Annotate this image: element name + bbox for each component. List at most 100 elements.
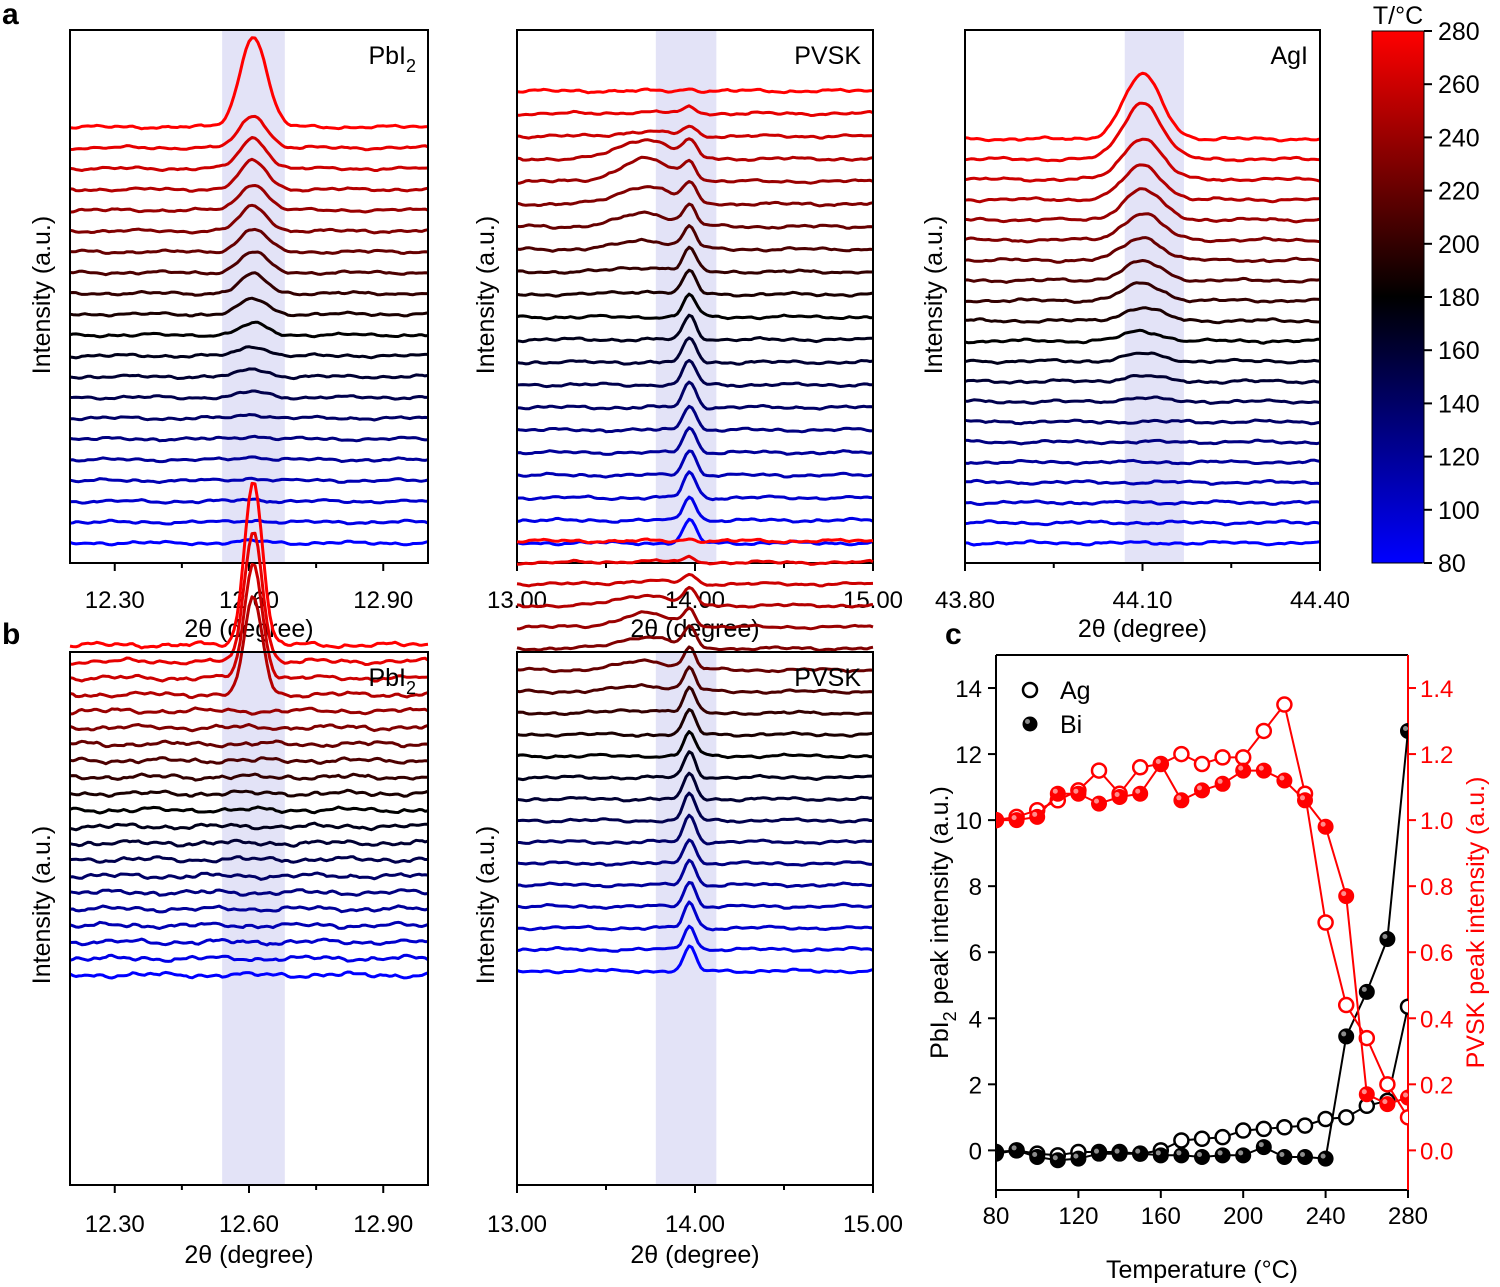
data-point-Ag-PVSK (1317, 914, 1334, 931)
xrd-trace-210C (69, 250, 429, 277)
y-left-label-subscript: 2 (940, 1011, 960, 1021)
xrd-trace-200C (516, 245, 873, 275)
data-point-highlight (1094, 1148, 1099, 1154)
data-point-Bi-PVSK (1235, 762, 1252, 779)
xrd-trace-270C (964, 101, 1321, 163)
data-point-highlight (1114, 1148, 1120, 1154)
xrd-trace-90C (69, 953, 429, 963)
xrd-trace-220C (516, 645, 874, 674)
data-point-Bi-PVSK (1070, 785, 1087, 802)
data-point-highlight (1135, 788, 1141, 794)
colorbar-tick-label: 180 (1438, 284, 1480, 312)
data-point-highlight (1217, 778, 1223, 784)
data-point-highlight (1382, 934, 1388, 940)
x-axis-label: 2θ (degree) (630, 1241, 759, 1269)
xrd-trace-130C (516, 404, 874, 434)
data-point-highlight (1032, 811, 1038, 817)
data-point-Bi-PVSK (1194, 782, 1210, 799)
phase-label: PVSK (794, 42, 861, 70)
data-point-Bi-PbI2 (1111, 1145, 1128, 1162)
xrd-trace-120C (516, 858, 874, 889)
data-point-Ag-PbI2 (1193, 1130, 1211, 1148)
data-point-Bi-PbI2 (1235, 1147, 1252, 1164)
data-point-highlight (1258, 765, 1264, 771)
peak-highlight-band (655, 652, 717, 1185)
xrd-trace-220C (516, 202, 874, 230)
x-tick-label: 14.00 (665, 1211, 725, 1238)
data-point-Ag-PVSK (1358, 1029, 1376, 1047)
colorbar-tick-label: 80 (1438, 550, 1466, 578)
data-point-Bi-PVSK (1111, 789, 1128, 806)
data-point-highlight (1238, 765, 1244, 771)
xrd-trace-100C (516, 470, 874, 502)
xrd-trace-90C (69, 518, 429, 526)
xrd-trace-110C (69, 476, 429, 484)
peak-highlight-band (222, 30, 285, 563)
x-tick-label: 12.90 (353, 587, 413, 614)
data-point-Bi-PbI2 (1132, 1145, 1149, 1162)
y-right-tick-label: 0.8 (1420, 874, 1453, 901)
xrd-trace-230C (69, 723, 429, 733)
data-point-Bi-PVSK (1091, 795, 1107, 812)
legend-marker-Bi (1022, 716, 1038, 732)
phase-label-main: PbI (368, 664, 406, 692)
data-point-Bi-PbI2 (1008, 1142, 1025, 1159)
xrd-trace-230C (516, 180, 874, 208)
data-point-Ag-PVSK (1090, 762, 1108, 779)
xrd-trace-230C (69, 203, 429, 235)
data-point-Ag-PVSK (1214, 749, 1231, 766)
data-point-highlight (1176, 795, 1182, 801)
xrd-trace-140C (69, 871, 429, 881)
x-axis-label: Temperature (°C) (1106, 1256, 1298, 1284)
x-tick-label: 240 (1306, 1203, 1346, 1230)
xrd-trace-200C (964, 281, 1321, 304)
panel-label-a: a (2, 0, 19, 31)
xrd-trace-210C (516, 665, 874, 696)
y-left-tick-label: 8 (969, 874, 982, 901)
data-point-Bi-PbI2 (1070, 1150, 1087, 1167)
y-left-label-rest: peak intensity (a.u.) (926, 786, 954, 1011)
data-point-Ag-PbI2 (1234, 1122, 1252, 1139)
xrd-trace-210C (69, 756, 429, 766)
colorbar-bar (1372, 31, 1424, 563)
xrd-trace-280C (69, 36, 429, 131)
xrd-trace-90C (964, 519, 1321, 527)
colorbar-tick-label: 260 (1438, 71, 1480, 99)
data-point-Bi-PbI2 (1214, 1147, 1231, 1164)
data-point-Bi-PbI2 (1276, 1148, 1293, 1165)
xrd-trace-270C (69, 114, 429, 152)
xrd-trace-160C (69, 838, 429, 848)
xrd-trace-190C (965, 306, 1321, 325)
x-tick-label: 15.00 (843, 1211, 903, 1238)
data-point-Ag-PVSK (1173, 745, 1190, 763)
xrd-trace-90C (516, 924, 874, 953)
phase-label: AgI (1270, 42, 1308, 70)
data-point-highlight (1258, 1142, 1264, 1148)
y-right-tick-label: 0.6 (1420, 940, 1453, 967)
xrd-trace-150C (69, 389, 428, 401)
xrd-trace-160C (516, 336, 874, 366)
data-point-Bi-PVSK (1297, 792, 1313, 809)
data-point-highlight (1155, 758, 1161, 764)
x-tick-label: 12.90 (353, 1211, 413, 1238)
data-point-highlight (1279, 775, 1285, 781)
colorbar-tick-label: 220 (1438, 178, 1480, 206)
xrd-trace-270C (516, 104, 874, 117)
data-point-highlight (1032, 1151, 1038, 1157)
xrd-trace-150C (69, 855, 428, 864)
xrd-trace-260C (69, 562, 429, 683)
xrd-trace-170C (69, 821, 429, 832)
data-point-Bi-PVSK (1358, 1086, 1375, 1103)
panel-b-pbi2-xrd: 12.30 12.60 12.90 2θ (degree) Intensity (a.u… (28, 481, 429, 1269)
x-tick-label: 12.30 (85, 1211, 145, 1238)
data-point-Bi-PVSK (1338, 888, 1355, 905)
xrd-trace-140C (517, 813, 874, 846)
xrd-trace-250C (516, 137, 874, 162)
data-point-highlight (1341, 891, 1347, 897)
panel-a-agi-xrd: 43.80 44.10 44.40 2θ (degree) Intensity (a.u… (920, 29, 1350, 643)
data-point-highlight (1403, 1092, 1408, 1098)
xrd-trace-280C (69, 481, 429, 650)
data-point-highlight (1217, 1150, 1223, 1156)
